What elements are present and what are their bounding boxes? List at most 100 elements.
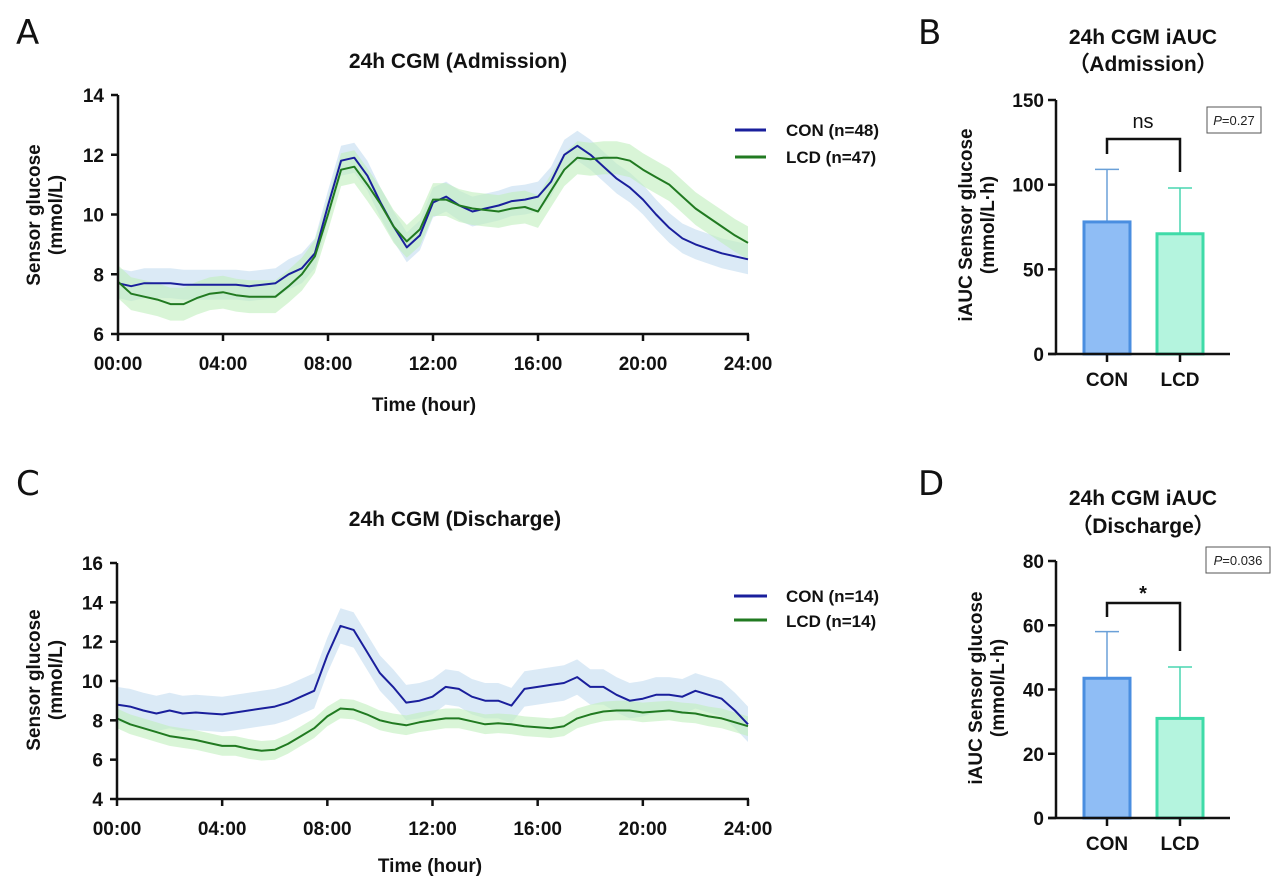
x-tick-label: 08:00 [303, 819, 352, 840]
pvalue-box-frame [1205, 546, 1271, 574]
ci-band-con [117, 608, 748, 742]
y-tick-label: 14 [82, 593, 104, 614]
chart-b-pvalue-box: P=0.27 [1206, 106, 1262, 134]
y-tick-label: 100 [1012, 176, 1044, 197]
y-tick-label: 0 [1033, 809, 1044, 830]
chart-d-ylabel-line2: (mmol/L·h) [988, 639, 1009, 737]
chart-c-bands [117, 608, 748, 761]
chart-c: 24h CGM (Discharge) 4 6 8 10 12 14 16 00:00 04:0… [24, 508, 879, 877]
legend-label-lcd: LCD (n=47) [786, 148, 876, 167]
chart-d-title: 24h CGM iAUC [1069, 487, 1217, 510]
x-tick-label-con: CON [1086, 370, 1128, 391]
chart-a-title: 24h CGM (Admission) [349, 50, 567, 73]
chart-d-ylabel: iAUC Sensor glucose (mmol/L·h) [966, 591, 1009, 784]
panel-letter-b: B [918, 13, 941, 53]
y-tick-label: 0 [1033, 345, 1044, 366]
chart-b-title: 24h CGM iAUC [1069, 26, 1217, 49]
x-tick-label: 12:00 [409, 354, 458, 375]
chart-a-bands [118, 130, 748, 321]
y-tick-label: 10 [82, 672, 103, 693]
series-line-lcd [116, 707, 749, 752]
chart-a-axes: 6 8 10 12 14 00:00 04:00 08:00 12:00 16:00 20:00 24… [83, 86, 772, 375]
panel-letter-c: C [16, 464, 40, 504]
y-tick-label: 80 [1023, 552, 1044, 573]
chart-b: 24h CGM iAUC （Admission） iAUC Sensor glu… [956, 26, 1262, 391]
chart-b-significance: ns [1132, 111, 1153, 133]
panel-letter-a: A [16, 13, 39, 53]
y-tick-label: 50 [1023, 260, 1044, 281]
y-tick-label: 16 [82, 554, 103, 575]
series-line-lcd [117, 156, 749, 306]
x-tick-label: 08:00 [304, 354, 353, 375]
x-tick-label: 20:00 [619, 819, 668, 840]
legend-label-con: CON (n=14) [786, 587, 879, 606]
chart-c-ylabel-line2: (mmol/L) [46, 640, 67, 720]
x-tick-label: 12:00 [408, 819, 457, 840]
chart-c-title: 24h CGM (Discharge) [349, 508, 561, 531]
y-tick-label: 14 [83, 86, 105, 107]
x-tick-label: 16:00 [514, 354, 563, 375]
legend-label-con: CON (n=48) [786, 121, 879, 140]
x-tick-label: 00:00 [94, 354, 143, 375]
significance-bracket [1105, 137, 1182, 172]
panel-letter-d: D [918, 464, 944, 504]
pvalue-value: =0.27 [1222, 113, 1255, 128]
bar-con [1082, 220, 1132, 356]
chart-a-ylabel: Sensor glucose (mmol/L) [24, 144, 67, 286]
chart-c-axes: 4 6 8 10 12 14 16 00:00 04:00 08:00 12:00 16:00 20:0… [82, 554, 772, 840]
chart-c-xlabel: Time (hour) [378, 856, 482, 877]
chart-b-subtitle: （Admission） [1068, 52, 1217, 76]
chart-d-ylabel-line1: iAUC Sensor glucose [966, 591, 987, 784]
chart-b-ylabel-line1: iAUC Sensor glucose [956, 128, 977, 321]
pvalue-text: P=0.036 [1214, 553, 1263, 568]
chart-d-pvalue-box: P=0.036 [1205, 546, 1271, 574]
pvalue-p: P [1214, 553, 1223, 568]
chart-a-ylabel-line1: Sensor glucose [24, 144, 45, 286]
chart-c-ylabel: Sensor glucose (mmol/L) [24, 609, 67, 751]
x-tick-label: 04:00 [198, 819, 247, 840]
bar-lcd [1155, 716, 1205, 820]
x-tick-label-lcd: LCD [1160, 834, 1199, 855]
x-tick-label: 16:00 [513, 819, 562, 840]
y-tick-label: 60 [1023, 616, 1044, 637]
pvalue-box-frame [1206, 106, 1262, 134]
chart-d-significance: * [1139, 583, 1147, 605]
legend-label-lcd: LCD (n=14) [786, 612, 876, 631]
pvalue-p: P [1213, 113, 1222, 128]
x-tick-label: 00:00 [93, 819, 142, 840]
chart-b-ylabel: iAUC Sensor glucose (mmol/L·h) [956, 128, 999, 321]
y-tick-label: 6 [92, 751, 103, 772]
x-tick-label-lcd: LCD [1160, 370, 1199, 391]
chart-a: 24h CGM (Admission) 6 8 10 12 14 00:00 04:00 08… [24, 50, 879, 416]
y-tick-label: 20 [1023, 745, 1044, 766]
significance-bracket [1105, 601, 1182, 651]
chart-b-ylabel-line2: (mmol/L·h) [978, 176, 999, 274]
chart-c-ylabel-line1: Sensor glucose [24, 609, 45, 751]
bar-lcd [1155, 232, 1205, 356]
x-tick-label: 04:00 [199, 354, 248, 375]
chart-d-subtitle: （Discharge） [1071, 514, 1215, 538]
chart-a-legend: CON (n=48) LCD (n=47) [735, 121, 879, 167]
y-tick-label: 4 [92, 790, 103, 811]
bar-con [1082, 676, 1132, 820]
chart-a-xlabel: Time (hour) [372, 395, 476, 416]
x-tick-label-con: CON [1086, 834, 1128, 855]
y-tick-label: 8 [92, 711, 103, 732]
chart-b-plot: CON LCD 0 50 100 150 [1012, 91, 1230, 391]
x-tick-label: 24:00 [724, 354, 773, 375]
ci-band-lcd [118, 141, 748, 321]
x-tick-label: 20:00 [619, 354, 668, 375]
chart-d-plot: CON LCD 0 20 40 60 80 [1023, 552, 1230, 855]
y-tick-label: 6 [93, 325, 104, 346]
chart-c-legend: CON (n=14) LCD (n=14) [734, 587, 879, 631]
chart-a-lines [117, 144, 749, 306]
y-tick-label: 12 [82, 633, 103, 654]
pvalue-value: =0.036 [1222, 553, 1262, 568]
chart-d: 24h CGM iAUC （Discharge） iAUC Sensor glu… [966, 487, 1271, 855]
x-tick-label: 24:00 [724, 819, 773, 840]
chart-a-ylabel-line2: (mmol/L) [46, 175, 67, 255]
y-tick-label: 12 [83, 146, 104, 167]
y-tick-label: 40 [1023, 681, 1044, 702]
series-line-con [117, 144, 749, 288]
